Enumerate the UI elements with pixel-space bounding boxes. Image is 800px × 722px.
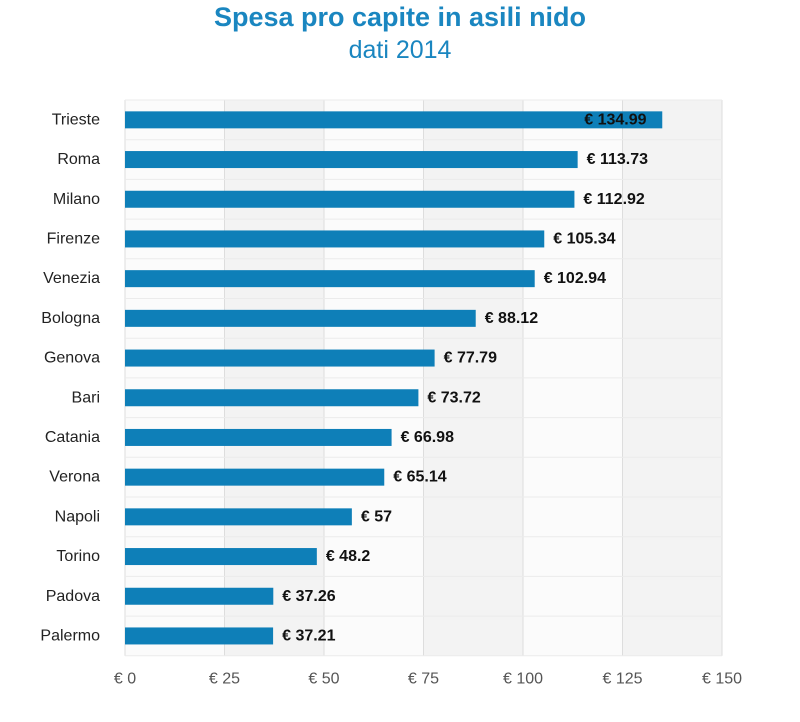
data-labels: € 134.99 € 113.73 € 112.92 € 105.34 € 102.94… (282, 111, 648, 644)
chart-title: Spesa pro capite in asili nido (213, 2, 587, 32)
x-tick-label: € 50 (308, 671, 339, 688)
x-tick-label: € 150 (702, 671, 742, 688)
category-label: Bari (72, 389, 100, 406)
bar-palermo (125, 627, 274, 645)
category-label: Padova (46, 588, 100, 605)
bar-milano (125, 190, 575, 208)
data-label: € 105.34 (553, 230, 615, 247)
bar-torino (125, 548, 317, 566)
bar-bologna (125, 309, 476, 327)
data-label: € 113.73 (587, 151, 649, 168)
category-label: Torino (56, 548, 100, 565)
x-tick-label: € 0 (114, 671, 136, 688)
data-label: € 37.26 (282, 588, 335, 605)
bars (125, 111, 663, 645)
x-axis-tick-labels: € 0 € 25 € 50 € 75 € 100 € 125 € 150 (114, 671, 742, 688)
bar-verona (125, 468, 385, 486)
category-label: Verona (49, 469, 100, 486)
chart-subtitle: dati 2014 (348, 36, 452, 64)
category-label: Genova (44, 350, 100, 367)
data-label: € 88.12 (485, 310, 538, 327)
category-label: Palermo (40, 627, 100, 644)
data-label: € 65.14 (393, 469, 446, 486)
data-label: € 112.92 (583, 191, 645, 208)
bar-trieste (125, 111, 663, 129)
x-tick-label: € 125 (602, 671, 642, 688)
bar-venezia (125, 270, 535, 288)
category-label: Firenze (47, 230, 100, 247)
bar-roma (125, 151, 578, 169)
category-label: Napoli (55, 508, 100, 525)
category-label: Bologna (41, 310, 100, 327)
data-label: € 66.98 (401, 429, 454, 446)
bar-padova (125, 587, 274, 605)
data-label: € 73.72 (427, 389, 480, 406)
bar-catania (125, 428, 392, 446)
category-label: Trieste (52, 111, 100, 128)
category-label: Catania (45, 429, 100, 446)
data-label: € 48.2 (326, 548, 371, 565)
bar-firenze (125, 230, 545, 248)
bar-genova (125, 349, 435, 367)
data-label: € 134.99 (584, 111, 646, 128)
x-tick-label: € 100 (503, 671, 543, 688)
data-label: € 57 (361, 508, 392, 525)
x-tick-label: € 75 (408, 671, 439, 688)
bar-napoli (125, 508, 352, 526)
x-tick-label: € 25 (209, 671, 240, 688)
data-label: € 102.94 (544, 270, 606, 287)
data-label: € 77.79 (444, 350, 497, 367)
category-label: Venezia (43, 270, 100, 287)
data-label: € 37.21 (282, 627, 335, 644)
category-label: Milano (53, 191, 100, 208)
category-label: Roma (57, 151, 100, 168)
category-labels: Trieste Roma Milano Firenze Venezia Bologna Ge… (40, 111, 100, 644)
bar-bari (125, 389, 419, 407)
